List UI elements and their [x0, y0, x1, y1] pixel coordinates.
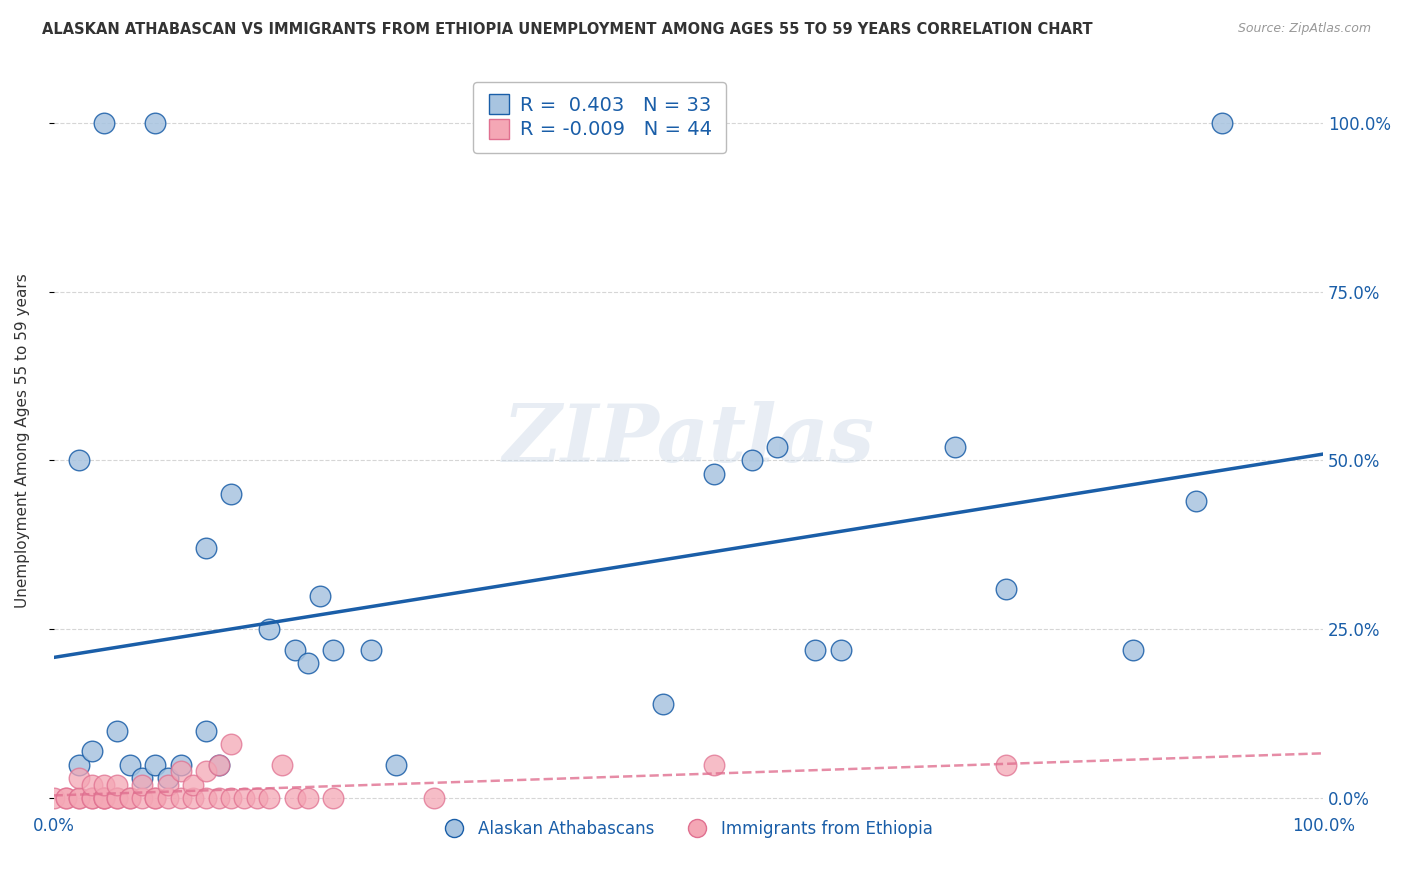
Point	[118, 757, 141, 772]
Point	[169, 764, 191, 779]
Point	[118, 791, 141, 805]
Point	[80, 778, 103, 792]
Point	[309, 589, 332, 603]
Point	[67, 757, 90, 772]
Text: ZIPatlas: ZIPatlas	[502, 401, 875, 479]
Point	[194, 764, 217, 779]
Point	[194, 723, 217, 738]
Point	[994, 757, 1017, 772]
Point	[156, 791, 179, 805]
Point	[703, 467, 725, 481]
Y-axis label: Unemployment Among Ages 55 to 59 years: Unemployment Among Ages 55 to 59 years	[15, 273, 30, 607]
Point	[943, 440, 966, 454]
Point	[221, 737, 243, 751]
Point	[284, 791, 307, 805]
Text: Source: ZipAtlas.com: Source: ZipAtlas.com	[1237, 22, 1371, 36]
Point	[93, 778, 115, 792]
Point	[143, 115, 166, 129]
Point	[259, 623, 281, 637]
Point	[322, 791, 344, 805]
Point	[169, 757, 191, 772]
Point	[67, 791, 90, 805]
Point	[93, 791, 115, 805]
Point	[766, 440, 789, 454]
Point	[385, 757, 408, 772]
Point	[80, 791, 103, 805]
Point	[105, 791, 128, 805]
Point	[42, 791, 65, 805]
Point	[741, 453, 763, 467]
Point	[284, 642, 307, 657]
Point	[1122, 642, 1144, 657]
Point	[221, 791, 243, 805]
Point	[221, 487, 243, 501]
Point	[67, 791, 90, 805]
Point	[105, 778, 128, 792]
Point	[360, 642, 382, 657]
Point	[156, 771, 179, 785]
Text: ALASKAN ATHABASCAN VS IMMIGRANTS FROM ETHIOPIA UNEMPLOYMENT AMONG AGES 55 TO 59 : ALASKAN ATHABASCAN VS IMMIGRANTS FROM ET…	[42, 22, 1092, 37]
Point	[67, 453, 90, 467]
Point	[259, 791, 281, 805]
Point	[1211, 115, 1233, 129]
Point	[208, 757, 231, 772]
Point	[169, 791, 191, 805]
Point	[93, 115, 115, 129]
Point	[105, 723, 128, 738]
Point	[1185, 494, 1208, 508]
Point	[194, 791, 217, 805]
Point	[131, 791, 153, 805]
Point	[143, 791, 166, 805]
Point	[233, 791, 256, 805]
Point	[804, 642, 827, 657]
Point	[423, 791, 446, 805]
Point	[194, 541, 217, 556]
Point	[118, 791, 141, 805]
Point	[830, 642, 852, 657]
Point	[80, 791, 103, 805]
Point	[143, 757, 166, 772]
Point	[143, 791, 166, 805]
Point	[55, 791, 77, 805]
Point	[80, 744, 103, 758]
Point	[67, 771, 90, 785]
Point	[55, 791, 77, 805]
Point	[994, 582, 1017, 596]
Point	[297, 791, 319, 805]
Point	[271, 757, 294, 772]
Legend: Alaskan Athabascans, Immigrants from Ethiopia: Alaskan Athabascans, Immigrants from Eth…	[437, 814, 939, 845]
Point	[652, 697, 675, 711]
Point	[208, 757, 231, 772]
Point	[297, 657, 319, 671]
Point	[93, 791, 115, 805]
Point	[208, 791, 231, 805]
Point	[131, 778, 153, 792]
Point	[131, 771, 153, 785]
Point	[93, 791, 115, 805]
Point	[181, 791, 204, 805]
Point	[703, 757, 725, 772]
Point	[156, 778, 179, 792]
Point	[322, 642, 344, 657]
Point	[105, 791, 128, 805]
Point	[181, 778, 204, 792]
Point	[246, 791, 269, 805]
